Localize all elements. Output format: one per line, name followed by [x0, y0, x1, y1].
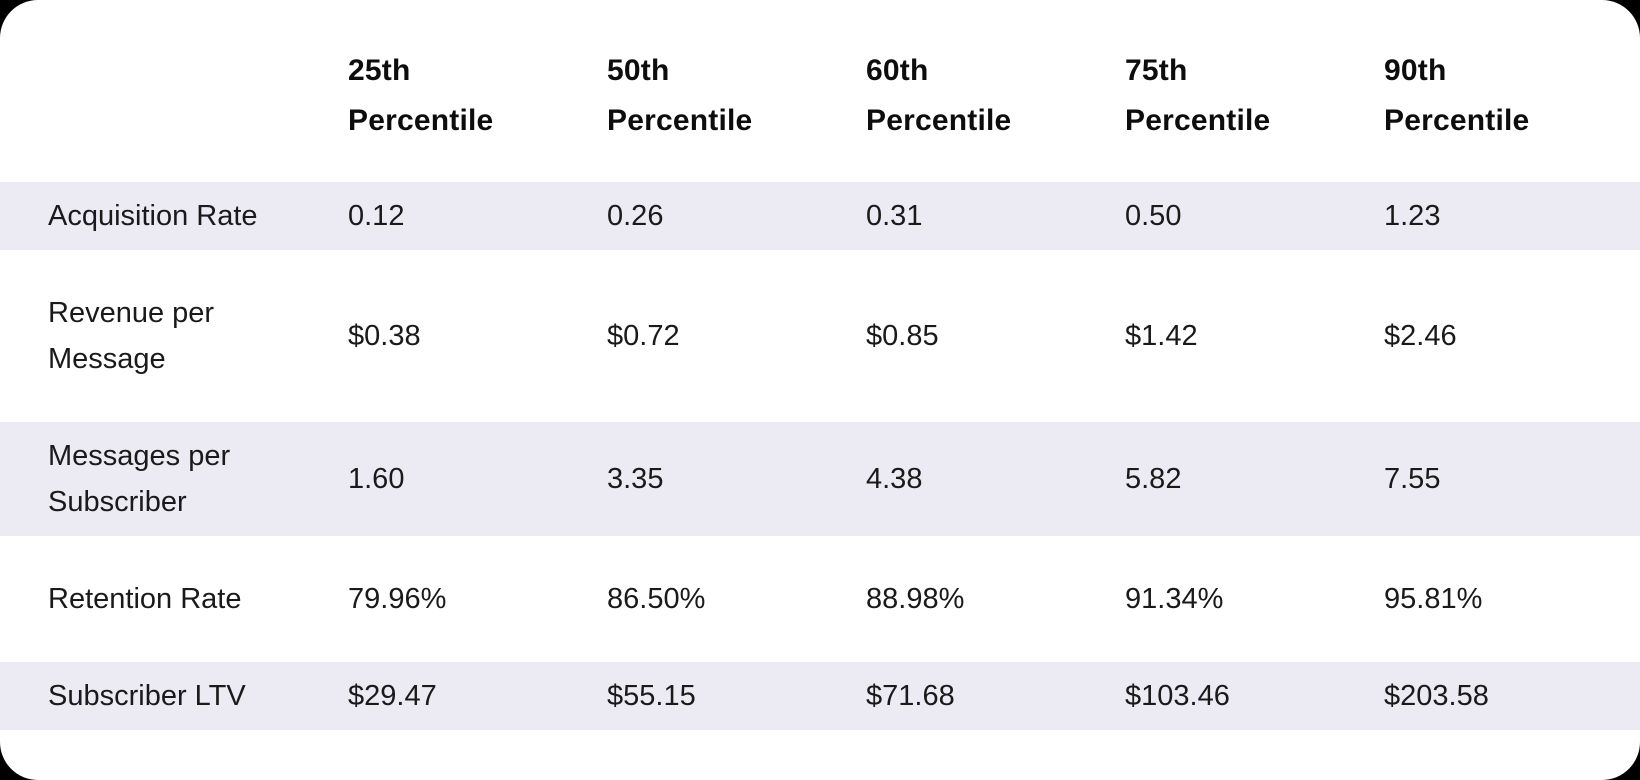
- column-header-75th: 75th Percentile: [1125, 0, 1384, 182]
- cell-value: 88.98%: [866, 583, 965, 615]
- cell-value: 1.60: [348, 422, 607, 536]
- cell-value: 95.81%: [1384, 583, 1483, 615]
- column-header-line2: Percentile: [1384, 104, 1530, 137]
- column-header-line1: 60th: [866, 54, 929, 87]
- column-header-line1: 50th: [607, 54, 670, 87]
- cell-value: $0.72: [607, 320, 680, 352]
- cell-value: 5.82: [1125, 422, 1384, 536]
- column-header-line1: 75th: [1125, 54, 1188, 87]
- column-header-line2: Percentile: [1125, 104, 1271, 137]
- column-header-90th: 90th Percentile: [1384, 0, 1640, 182]
- table-row-acquisition-rate: Acquisition Rate 0.12 0.26 0.31 0.50 1.2…: [0, 182, 1640, 250]
- column-header-line1: 25th: [348, 54, 411, 87]
- column-header-60th: 60th Percentile: [866, 0, 1125, 182]
- cell-value: $203.58: [1384, 662, 1640, 730]
- cell-value: 4.38: [866, 422, 1125, 536]
- cell-value: 79.96%: [348, 583, 447, 615]
- table-row-revenue-per-message: Revenue per Message $0.38 $0.72 $0.85 $1…: [0, 250, 1640, 422]
- cell-value: $1.42: [1125, 320, 1198, 352]
- row-label: Revenue per Message: [48, 297, 215, 375]
- row-label: Acquisition Rate: [0, 182, 348, 250]
- cell-value: 91.34%: [1125, 583, 1224, 615]
- table-row-retention-rate: Retention Rate 79.96% 86.50% 88.98% 91.3…: [0, 536, 1640, 662]
- table-body: Acquisition Rate 0.12 0.26 0.31 0.50 1.2…: [0, 182, 1640, 730]
- cell-value: 7.55: [1384, 422, 1640, 536]
- cell-value: 0.12: [348, 182, 607, 250]
- cell-value: 1.23: [1384, 182, 1640, 250]
- row-label: Messages per Subscriber: [0, 422, 348, 536]
- column-header-line2: Percentile: [348, 104, 494, 137]
- column-header-line2: Percentile: [866, 104, 1012, 137]
- cell-value: 0.31: [866, 182, 1125, 250]
- cell-value: $71.68: [866, 662, 1125, 730]
- cell-value: $0.85: [866, 320, 939, 352]
- row-label: Retention Rate: [48, 583, 242, 615]
- cell-value: $2.46: [1384, 320, 1457, 352]
- cell-value: $29.47: [348, 662, 607, 730]
- cell-value: 3.35: [607, 422, 866, 536]
- cell-value: 86.50%: [607, 583, 706, 615]
- cell-value: $0.38: [348, 320, 421, 352]
- cell-value: 0.26: [607, 182, 866, 250]
- percentile-table: 25th Percentile 50th Percentile 60th Per…: [0, 0, 1640, 730]
- header-cell-empty: [0, 0, 348, 182]
- table-header: 25th Percentile 50th Percentile 60th Per…: [0, 0, 1640, 182]
- cell-value: $103.46: [1125, 662, 1384, 730]
- cell-value: $55.15: [607, 662, 866, 730]
- table-row-subscriber-ltv: Subscriber LTV $29.47 $55.15 $71.68 $103…: [0, 662, 1640, 730]
- column-header-25th: 25th Percentile: [348, 0, 607, 182]
- column-header-50th: 50th Percentile: [607, 0, 866, 182]
- column-header-line2: Percentile: [607, 104, 753, 137]
- column-header-line1: 90th: [1384, 54, 1447, 87]
- cell-value: 0.50: [1125, 182, 1384, 250]
- table-row-messages-per-subscriber: Messages per Subscriber 1.60 3.35 4.38 5…: [0, 422, 1640, 536]
- row-label: Subscriber LTV: [0, 662, 348, 730]
- header-row: 25th Percentile 50th Percentile 60th Per…: [0, 0, 1640, 182]
